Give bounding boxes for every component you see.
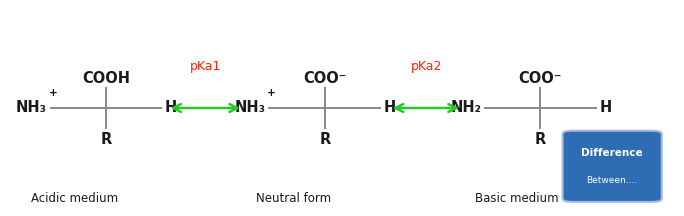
Text: +: +	[267, 88, 276, 98]
Text: Basic medium: Basic medium	[475, 192, 559, 205]
Text: R: R	[101, 132, 111, 147]
Text: H: H	[599, 100, 611, 116]
Text: NH₂: NH₂	[450, 100, 482, 116]
Text: pKa2: pKa2	[410, 60, 442, 73]
Text: +: +	[49, 88, 57, 98]
Text: pKa1: pKa1	[189, 60, 221, 73]
Text: R: R	[319, 132, 330, 147]
FancyBboxPatch shape	[562, 131, 661, 202]
Text: COO⁻: COO⁻	[518, 71, 562, 86]
Text: H: H	[384, 100, 396, 116]
Text: Neutral form: Neutral form	[256, 192, 332, 205]
Text: R: R	[535, 132, 546, 147]
Text: Between....: Between....	[587, 176, 637, 185]
Text: Acidic medium: Acidic medium	[31, 192, 118, 205]
Text: COOH: COOH	[82, 71, 130, 86]
Text: COO⁻: COO⁻	[303, 71, 347, 86]
Text: H: H	[165, 100, 177, 116]
Text: NH₃: NH₃	[235, 100, 266, 116]
Text: NH₃: NH₃	[16, 100, 47, 116]
Text: Difference: Difference	[581, 148, 643, 158]
